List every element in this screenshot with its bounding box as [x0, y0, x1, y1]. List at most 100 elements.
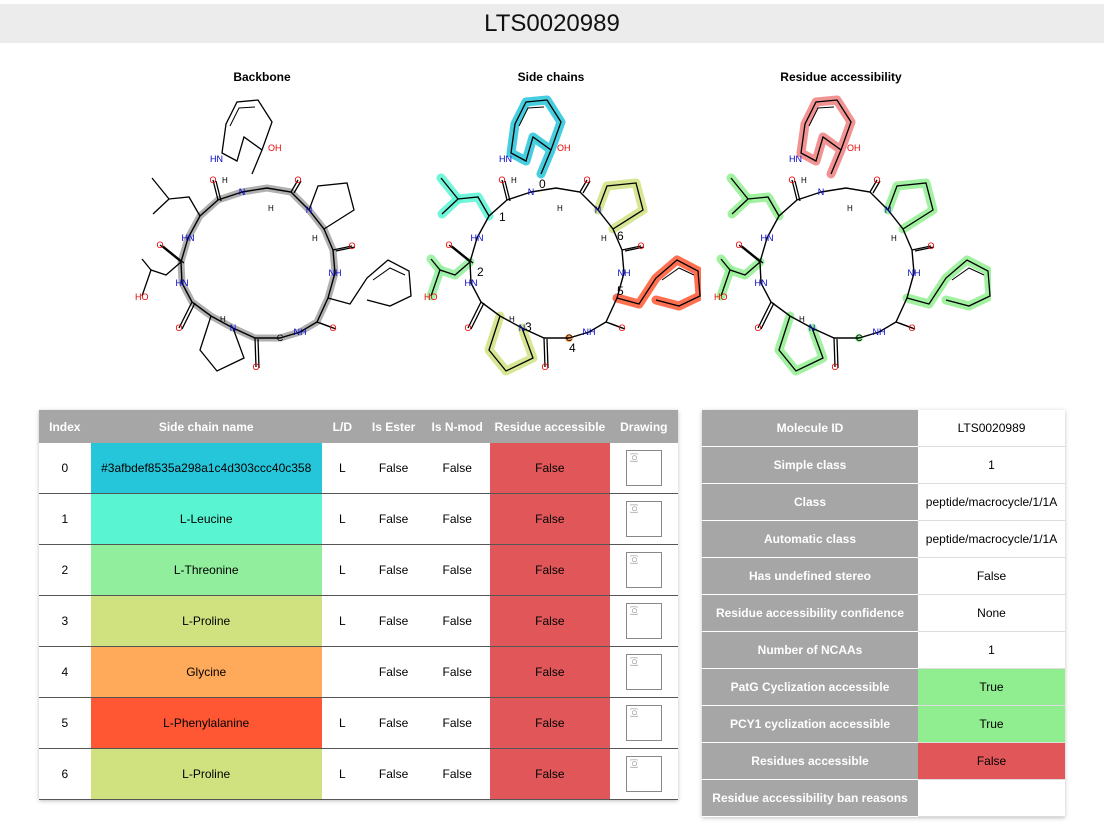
- residue-drawing-thumbnail[interactable]: [O]: [625, 756, 662, 792]
- carbonyl-bond: [546, 338, 549, 369]
- side-chain-bond: [430, 258, 441, 271]
- residues-header-row: Index Side chain name L/D Is Ester Is N-mod R…: [39, 410, 678, 443]
- property-label: Residue accessibility ban reasons: [702, 779, 918, 817]
- carbonyl-bond: [582, 180, 591, 194]
- residue-drawing-thumbnail[interactable]: [O]: [625, 603, 662, 639]
- hydrogen-label: H: [268, 204, 274, 213]
- is-ester-cell: False: [362, 493, 425, 545]
- hydrogen-label: H: [799, 315, 805, 324]
- thumbnail-label: [O]: [629, 759, 637, 769]
- atom-label: N: [519, 323, 526, 333]
- hydrogen-label: H: [557, 204, 563, 213]
- molecule-group: O O O O O O O OH HO HN N N NH NH N HN HN C H H H H: [714, 95, 991, 376]
- property-label: Automatic class: [702, 520, 918, 558]
- table-row: 1 L-Leucine L False False False [O]: [39, 493, 678, 545]
- side-chain-bond: [906, 259, 991, 307]
- atom-label: N: [885, 205, 892, 215]
- hydrogen-label: H: [312, 234, 318, 243]
- property-label: Has undefined stereo: [702, 557, 918, 595]
- residue-drawing-thumbnail[interactable]: [O]: [625, 705, 662, 741]
- is-ester-cell: False: [362, 595, 425, 647]
- property-row: Has undefined stereo False: [702, 557, 1065, 595]
- residue-drawing-thumbnail[interactable]: [O]: [625, 552, 662, 588]
- side-chains-structure: O O O O O O O OH HO HN N N NH NH N HN HN C H H H H 0 1 2 3 4 5 6: [424, 95, 701, 376]
- carbonyl-bond: [757, 301, 772, 329]
- residue-index-label: 2: [477, 265, 484, 279]
- side-chain-bond: [151, 177, 201, 217]
- index-cell: 5: [39, 697, 91, 749]
- residue-accessible-cell: False: [490, 748, 610, 800]
- residue-drawing-thumbnail[interactable]: [O]: [625, 654, 662, 690]
- atom-label: N: [306, 205, 313, 215]
- drawing-cell: [O]: [609, 748, 678, 800]
- is-nmod-cell: False: [424, 493, 491, 545]
- column-header: Side chain name: [90, 410, 322, 443]
- oxygen-label: O: [445, 240, 452, 250]
- property-row: Number of NCAAs 1: [702, 631, 1065, 669]
- ld-cell: [321, 646, 363, 698]
- carbonyl-bond: [872, 180, 881, 194]
- backbone-structure: O O O O O O O OH HO HN N N NH NH N HN HN C H H H H: [135, 99, 412, 372]
- residue-drawing-thumbnail[interactable]: [O]: [625, 450, 662, 486]
- is-nmod-cell: False: [424, 595, 491, 647]
- residue-drawing-thumbnail[interactable]: [O]: [625, 501, 662, 537]
- molecule-title: LTS0020989: [0, 4, 1104, 43]
- ring-bonds: [180, 187, 336, 339]
- carbonyl-bond: [504, 180, 511, 202]
- oxygen-label: O: [541, 362, 548, 372]
- atom-label: NH: [908, 268, 921, 278]
- index-cell: 2: [39, 544, 91, 596]
- side-chain-name-cell: L-Proline: [90, 748, 322, 800]
- side-chain-bond: [199, 315, 245, 372]
- atom-label: N: [230, 323, 237, 333]
- side-chain-bond: [778, 315, 824, 372]
- property-label: Class: [702, 483, 918, 521]
- hydrogen-label: H: [891, 234, 897, 243]
- carbonyl-bond: [741, 245, 764, 264]
- column-header: Index: [39, 410, 91, 443]
- side-chain-name-cell: L-Leucine: [90, 493, 322, 545]
- side-chain-bond: [720, 258, 731, 271]
- thumbnail-label: [O]: [629, 504, 637, 514]
- ld-cell: L: [321, 544, 363, 596]
- carbonyl-bond: [794, 180, 801, 202]
- residue-accessible-cell: False: [490, 443, 610, 494]
- oxygen-label: O: [788, 175, 795, 185]
- residue-accessible-cell: False: [490, 595, 610, 647]
- backbone-title: Backbone: [233, 70, 291, 84]
- residue-index-label: 6: [617, 229, 624, 243]
- table-row: 3 L-Proline L False False False [O]: [39, 595, 678, 647]
- is-ester-cell: False: [362, 748, 425, 800]
- is-nmod-cell: False: [424, 544, 491, 596]
- drawing-cell: [O]: [609, 544, 678, 596]
- ld-cell: L: [321, 493, 363, 545]
- side-chain-bond: [441, 198, 459, 215]
- is-nmod-cell: False: [424, 748, 491, 800]
- oxygen-label: O: [156, 240, 163, 250]
- carbonyl-bond: [501, 179, 508, 201]
- residue-accessible-cell: False: [490, 646, 610, 698]
- property-value: False: [918, 742, 1065, 780]
- oxygen-label: O: [329, 323, 336, 333]
- property-row: PCY1 cyclization accessible True: [702, 705, 1065, 743]
- drawing-cell: [O]: [609, 595, 678, 647]
- indole-nh-label: HN: [789, 154, 802, 164]
- side-chain-bond: [720, 261, 761, 297]
- thumbnail-label: [O]: [629, 606, 637, 616]
- oxygen-label: O: [175, 323, 182, 333]
- indole-nh-label: HN: [499, 154, 512, 164]
- atom-label: NH: [294, 327, 307, 337]
- atom-label: N: [818, 187, 825, 197]
- table-row: 6 L-Proline L False False False [O]: [39, 748, 678, 800]
- aromatic-bond: [229, 106, 256, 127]
- property-value: True: [918, 668, 1065, 706]
- side-chains-title: Side chains: [517, 70, 585, 84]
- column-header: Is Ester: [362, 410, 425, 443]
- atom-label: HN: [465, 278, 478, 288]
- side-chain-highlight: [902, 255, 991, 311]
- carbonyl-bond: [178, 301, 193, 329]
- carbonyl-bond: [254, 337, 257, 368]
- hydroxyl-label: HO: [424, 292, 438, 302]
- carbonyl-bond: [579, 179, 588, 193]
- atom-label: C: [277, 333, 284, 343]
